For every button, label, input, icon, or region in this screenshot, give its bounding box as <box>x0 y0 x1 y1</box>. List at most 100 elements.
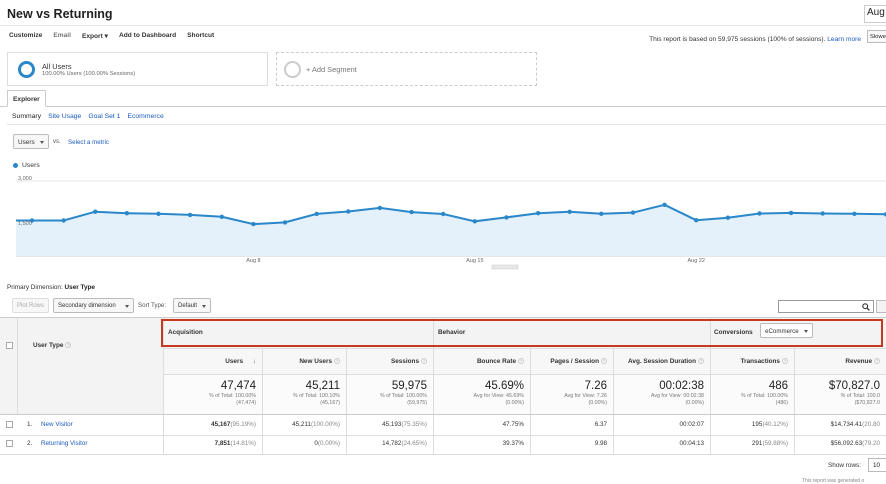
users-data-point <box>504 215 509 220</box>
row-user-type-link[interactable]: New Visitor <box>41 421 73 428</box>
cell-value: $56,092.63 <box>830 440 863 447</box>
primary-dimension-value[interactable]: User Type <box>64 284 95 291</box>
column-header[interactable]: Pages / Session? <box>550 358 607 365</box>
cell-percent: (24.65%) <box>401 440 427 447</box>
add-segment-button[interactable]: + Add Segment <box>276 52 537 86</box>
users-data-point <box>219 214 224 219</box>
tab-explorer[interactable]: Explorer <box>7 90 46 107</box>
customize-button[interactable]: Customize <box>9 32 43 39</box>
row-user-type-link[interactable]: Returning Visitor <box>41 440 88 447</box>
cell-value: 45,211 <box>292 421 311 428</box>
conversions-goal-select[interactable]: eCommerce <box>760 323 813 338</box>
help-icon[interactable]: ? <box>65 342 72 349</box>
show-rows-select[interactable]: 10 <box>868 458 886 472</box>
column-divider <box>346 348 347 454</box>
subtab-summary[interactable]: Summary <box>12 113 42 120</box>
help-icon[interactable]: ? <box>334 358 340 365</box>
subtab-goal-set-1[interactable]: Goal Set 1 <box>88 113 121 120</box>
plot-rows-button[interactable]: Plot Rows <box>12 298 49 313</box>
learn-more-link[interactable]: Learn more <box>827 36 861 43</box>
date-range-selector[interactable]: Aug <box>864 5 886 23</box>
sort-type-select[interactable]: Default <box>173 298 211 313</box>
row-cell: 45,211(100.00%) <box>292 421 340 428</box>
y-tick-label: 3,000 <box>18 176 32 182</box>
users-data-point <box>377 205 383 211</box>
email-button[interactable]: Email <box>53 32 71 39</box>
total-base-value: (47,474) <box>236 400 256 406</box>
secondary-dimension-select[interactable]: Secondary dimension <box>53 298 134 313</box>
x-tick-label: Aug 22 <box>688 258 705 264</box>
sampling-speed-button[interactable]: Slowe <box>867 30 886 43</box>
column-header-label: Users <box>225 358 244 365</box>
help-icon[interactable]: ? <box>698 358 704 365</box>
total-base-value: (59,975) <box>407 400 427 406</box>
users-data-point <box>694 218 699 223</box>
dimension-header[interactable]: User Type? <box>33 342 72 349</box>
segment-empty-ring-icon <box>284 61 301 78</box>
users-area-fill <box>16 204 886 256</box>
total-base-value: (486) <box>775 400 788 406</box>
cell-value: 9.98 <box>594 440 607 447</box>
export-button[interactable]: Export ▾ <box>82 32 108 40</box>
advanced-search-button[interactable] <box>876 300 886 313</box>
row-cell: 47.75% <box>503 421 524 428</box>
column-header[interactable]: Revenue? <box>845 358 880 365</box>
tab-divider <box>0 106 886 107</box>
column-divider <box>530 348 531 454</box>
row-divider <box>0 454 886 455</box>
column-header[interactable]: Avg. Session Duration? <box>628 358 704 365</box>
select-all-checkbox[interactable] <box>6 342 13 349</box>
row-cell: 00:02:07 <box>679 421 704 428</box>
cell-percent: (0.00%) <box>317 440 340 447</box>
total-percent-label: Avg for View: 00:02:38 <box>650 393 704 399</box>
cell-percent: (14.81%) <box>230 440 256 447</box>
column-header[interactable]: Transactions? <box>741 358 788 365</box>
cell-value: $14,734.41 <box>830 421 863 428</box>
report-toolbar: Customize Email Export ▾ Add to Dashboar… <box>9 32 214 40</box>
x-tick-label: Aug 8 <box>246 258 260 264</box>
shortcut-button[interactable]: Shortcut <box>187 32 215 39</box>
column-header[interactable]: Sessions? <box>391 358 427 365</box>
total-percent-label: % of Total: 100.00% <box>208 393 256 399</box>
total-base-value: (0.00%) <box>588 400 607 406</box>
select-metric-link[interactable]: Select a metric <box>68 139 109 146</box>
total-base-value: (45,167) <box>320 400 340 406</box>
column-header[interactable]: Users ↓ <box>225 358 256 365</box>
metric-select[interactable]: Users <box>13 134 49 149</box>
segment-all-users[interactable]: All Users 100.00% Users (100.00% Session… <box>7 52 268 86</box>
help-icon[interactable]: ? <box>874 358 880 365</box>
users-data-point <box>409 209 414 215</box>
chevron-down-icon <box>202 305 206 308</box>
column-header-label: Bounce Rate <box>476 358 516 365</box>
help-icon[interactable]: ? <box>782 358 788 365</box>
users-data-point <box>346 209 351 214</box>
row-cell: 45,193(75.35%) <box>382 421 427 428</box>
explorer-subtabs: Summary Site Usage Goal Set 1 Ecommerce <box>12 113 164 120</box>
row-checkbox[interactable] <box>6 421 13 428</box>
users-data-point <box>662 202 667 207</box>
help-icon[interactable]: ? <box>601 358 607 365</box>
row-checkbox[interactable] <box>6 440 13 447</box>
column-header-label: Avg. Session Duration <box>628 358 696 365</box>
column-divider <box>613 348 614 454</box>
column-header[interactable]: New Users? <box>299 358 340 365</box>
total-value: $70,827.0 <box>828 380 880 392</box>
total-base-value: ($70,827.0 <box>854 400 880 406</box>
column-divider <box>794 348 795 454</box>
segment-ring-icon <box>18 61 35 78</box>
help-icon[interactable]: ? <box>421 358 427 365</box>
x-tick-label: Aug 15 <box>466 258 483 264</box>
search-icon[interactable] <box>862 303 870 313</box>
help-icon[interactable]: ? <box>518 358 524 365</box>
column-header[interactable]: Bounce Rate? <box>477 358 524 365</box>
column-header-label: New Users <box>299 358 332 365</box>
table-search-input[interactable] <box>778 300 874 313</box>
column-header-label: Sessions <box>390 358 419 365</box>
subtab-site-usage[interactable]: Site Usage <box>48 113 82 120</box>
divider <box>0 25 886 26</box>
subtab-ecommerce[interactable]: Ecommerce <box>127 113 164 120</box>
column-header-bg <box>163 348 886 374</box>
sampling-note-text: This report is based on 59,975 sessions … <box>649 36 826 43</box>
add-to-dashboard-button[interactable]: Add to Dashboard <box>118 32 177 39</box>
cell-percent: (75.35%) <box>401 421 427 428</box>
